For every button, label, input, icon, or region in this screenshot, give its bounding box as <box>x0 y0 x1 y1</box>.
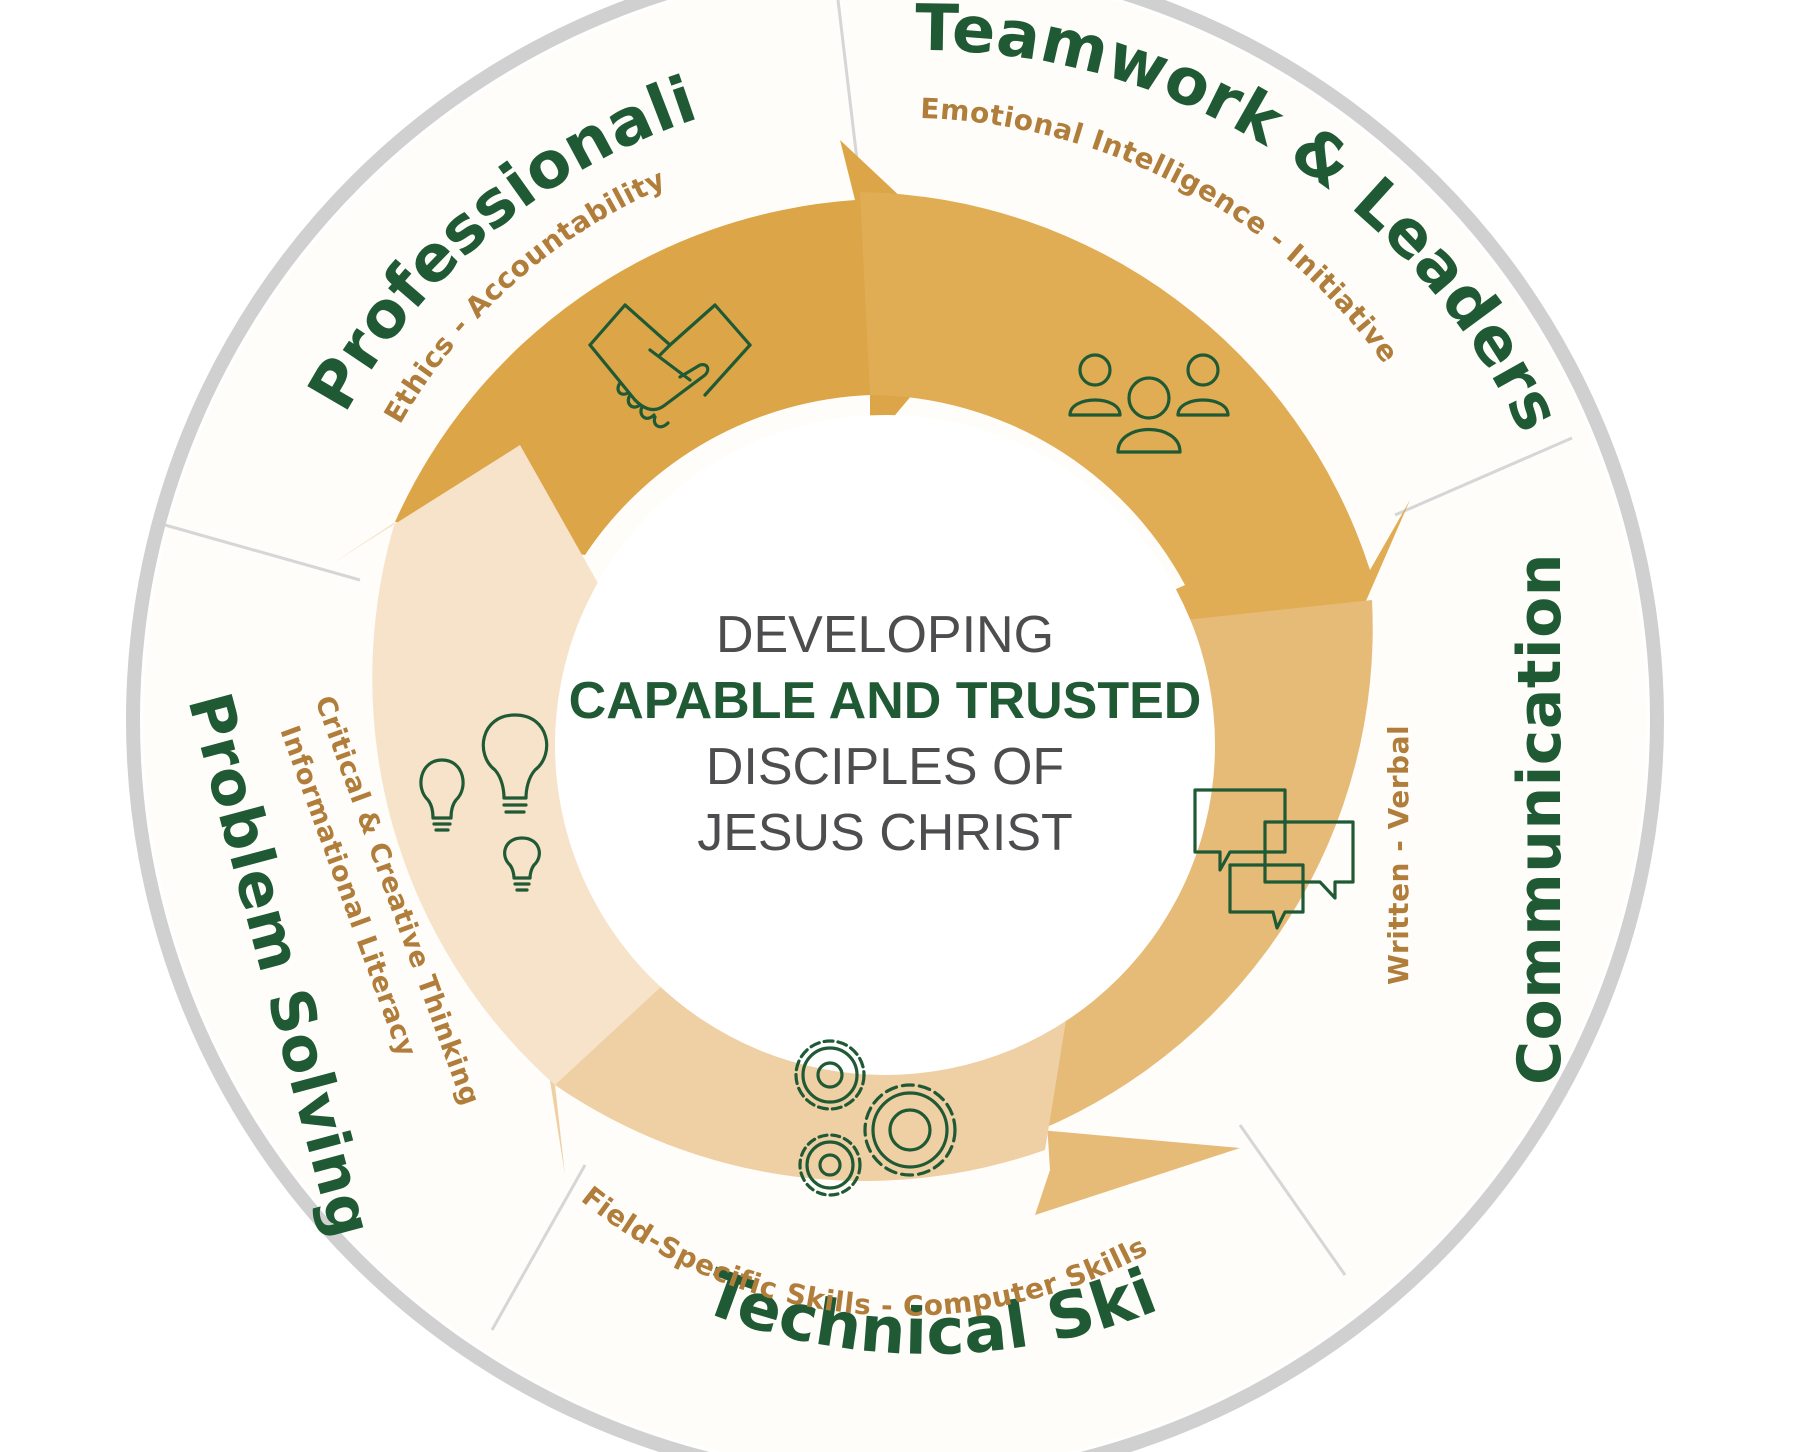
light-bulbs-icon <box>419 713 549 892</box>
arrow-professionalism <box>395 140 1000 555</box>
arrow-communication <box>1035 600 1373 1215</box>
center-line-1: DEVELOPING <box>716 606 1054 664</box>
center-text: DEVELOPING CAPABLE AND TRUSTED DISCIPLES… <box>569 606 1202 862</box>
communication-title: Communication <box>1505 553 1575 1085</box>
people-group-icon <box>1068 353 1230 454</box>
communication-subtitle: Written - Verbal <box>1382 725 1415 985</box>
segment-dividers <box>164 0 1573 1331</box>
center-line-3: DISCIPLES OF <box>706 738 1064 796</box>
gears-icon <box>794 1039 957 1197</box>
handshake-icon <box>588 303 752 429</box>
center-line-2: CAPABLE AND TRUSTED <box>569 672 1202 730</box>
arrow-teamwork <box>860 192 1410 695</box>
speech-bubbles-icon <box>1193 788 1355 930</box>
center-circle <box>555 415 1215 1075</box>
outer-ring <box>126 0 1664 1452</box>
center-line-4: JESUS CHRIST <box>697 804 1073 862</box>
